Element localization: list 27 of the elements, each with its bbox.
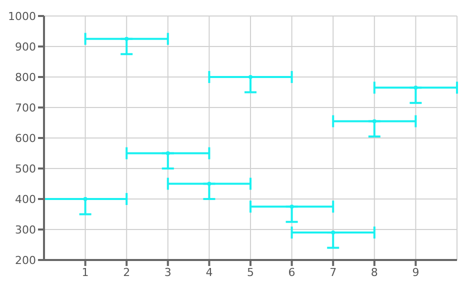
y-tick-label: 800: [15, 70, 36, 84]
x-tick-label: 2: [123, 266, 130, 279]
point: [248, 75, 252, 79]
y-tick-label: 900: [15, 40, 36, 54]
x-tick-label: 7: [330, 266, 337, 279]
y-tick-label: 700: [15, 101, 36, 114]
x-tick-label: 9: [412, 266, 420, 279]
point: [83, 197, 88, 201]
point: [372, 119, 376, 124]
x-tick-label: 1: [82, 266, 89, 279]
y-tick-label: 600: [15, 132, 36, 145]
x-tick-label: 8: [370, 266, 378, 279]
point: [290, 204, 294, 209]
x-tick-label: 6: [288, 266, 296, 279]
x-tick-label: 5: [247, 266, 254, 279]
point: [207, 182, 212, 186]
point: [166, 151, 170, 156]
y-tick-label: 200: [15, 254, 36, 267]
x-tick-label: 4: [206, 266, 213, 279]
point: [331, 230, 336, 235]
point: [414, 86, 418, 90]
y-tick-label: 300: [15, 223, 36, 236]
x-tick-label: 3: [164, 266, 172, 279]
point: [124, 36, 129, 41]
y-tick-label: 500: [15, 162, 36, 176]
y-tick-label: 400: [15, 192, 36, 206]
y-tick-label: 1000: [8, 10, 36, 23]
